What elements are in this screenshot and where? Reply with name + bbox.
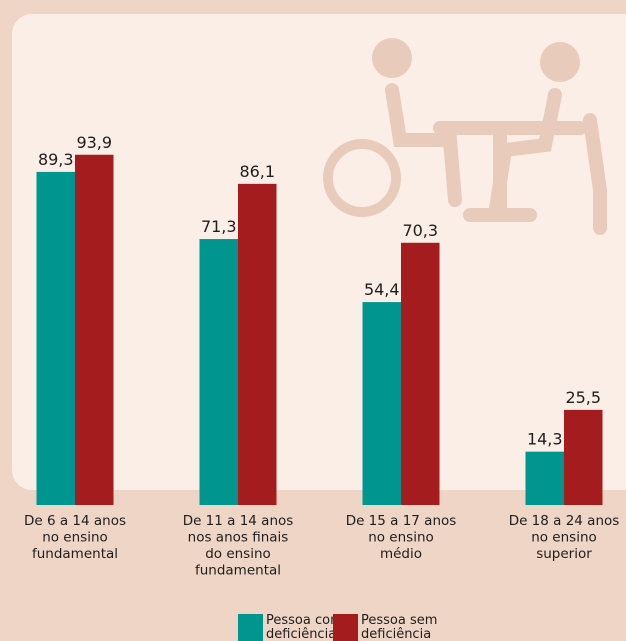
value-label: 14,3	[527, 430, 563, 449]
category-label: De 11 a 14 anos nos anos finais do ensino f…	[183, 513, 294, 579]
bar	[75, 154, 114, 506]
bar	[199, 239, 238, 505]
value-label: 93,9	[76, 133, 112, 152]
category-label: De 6 a 14 anos no ensino fundamental	[24, 513, 126, 562]
category-label: De 15 a 17 anos no ensino médio	[346, 513, 457, 562]
bar	[238, 183, 277, 506]
value-label: 89,3	[38, 150, 74, 169]
value-label: 54,4	[364, 280, 400, 299]
legend-swatch	[238, 614, 263, 641]
category-label: De 18 a 24 anos no ensino superior	[509, 513, 620, 562]
value-label: 70,3	[402, 221, 438, 240]
value-label: 71,3	[201, 217, 237, 236]
illustration	[323, 38, 607, 235]
legend-label: Pessoa sem deficiência	[361, 613, 437, 641]
legend-swatch	[333, 614, 358, 641]
bar	[525, 451, 564, 505]
bar	[362, 302, 401, 505]
bar	[401, 242, 440, 505]
legend-label: Pessoa com deficiência	[266, 613, 343, 641]
value-label: 25,5	[565, 388, 601, 407]
bar	[564, 409, 603, 505]
value-label: 86,1	[239, 162, 275, 181]
bar	[36, 171, 75, 505]
